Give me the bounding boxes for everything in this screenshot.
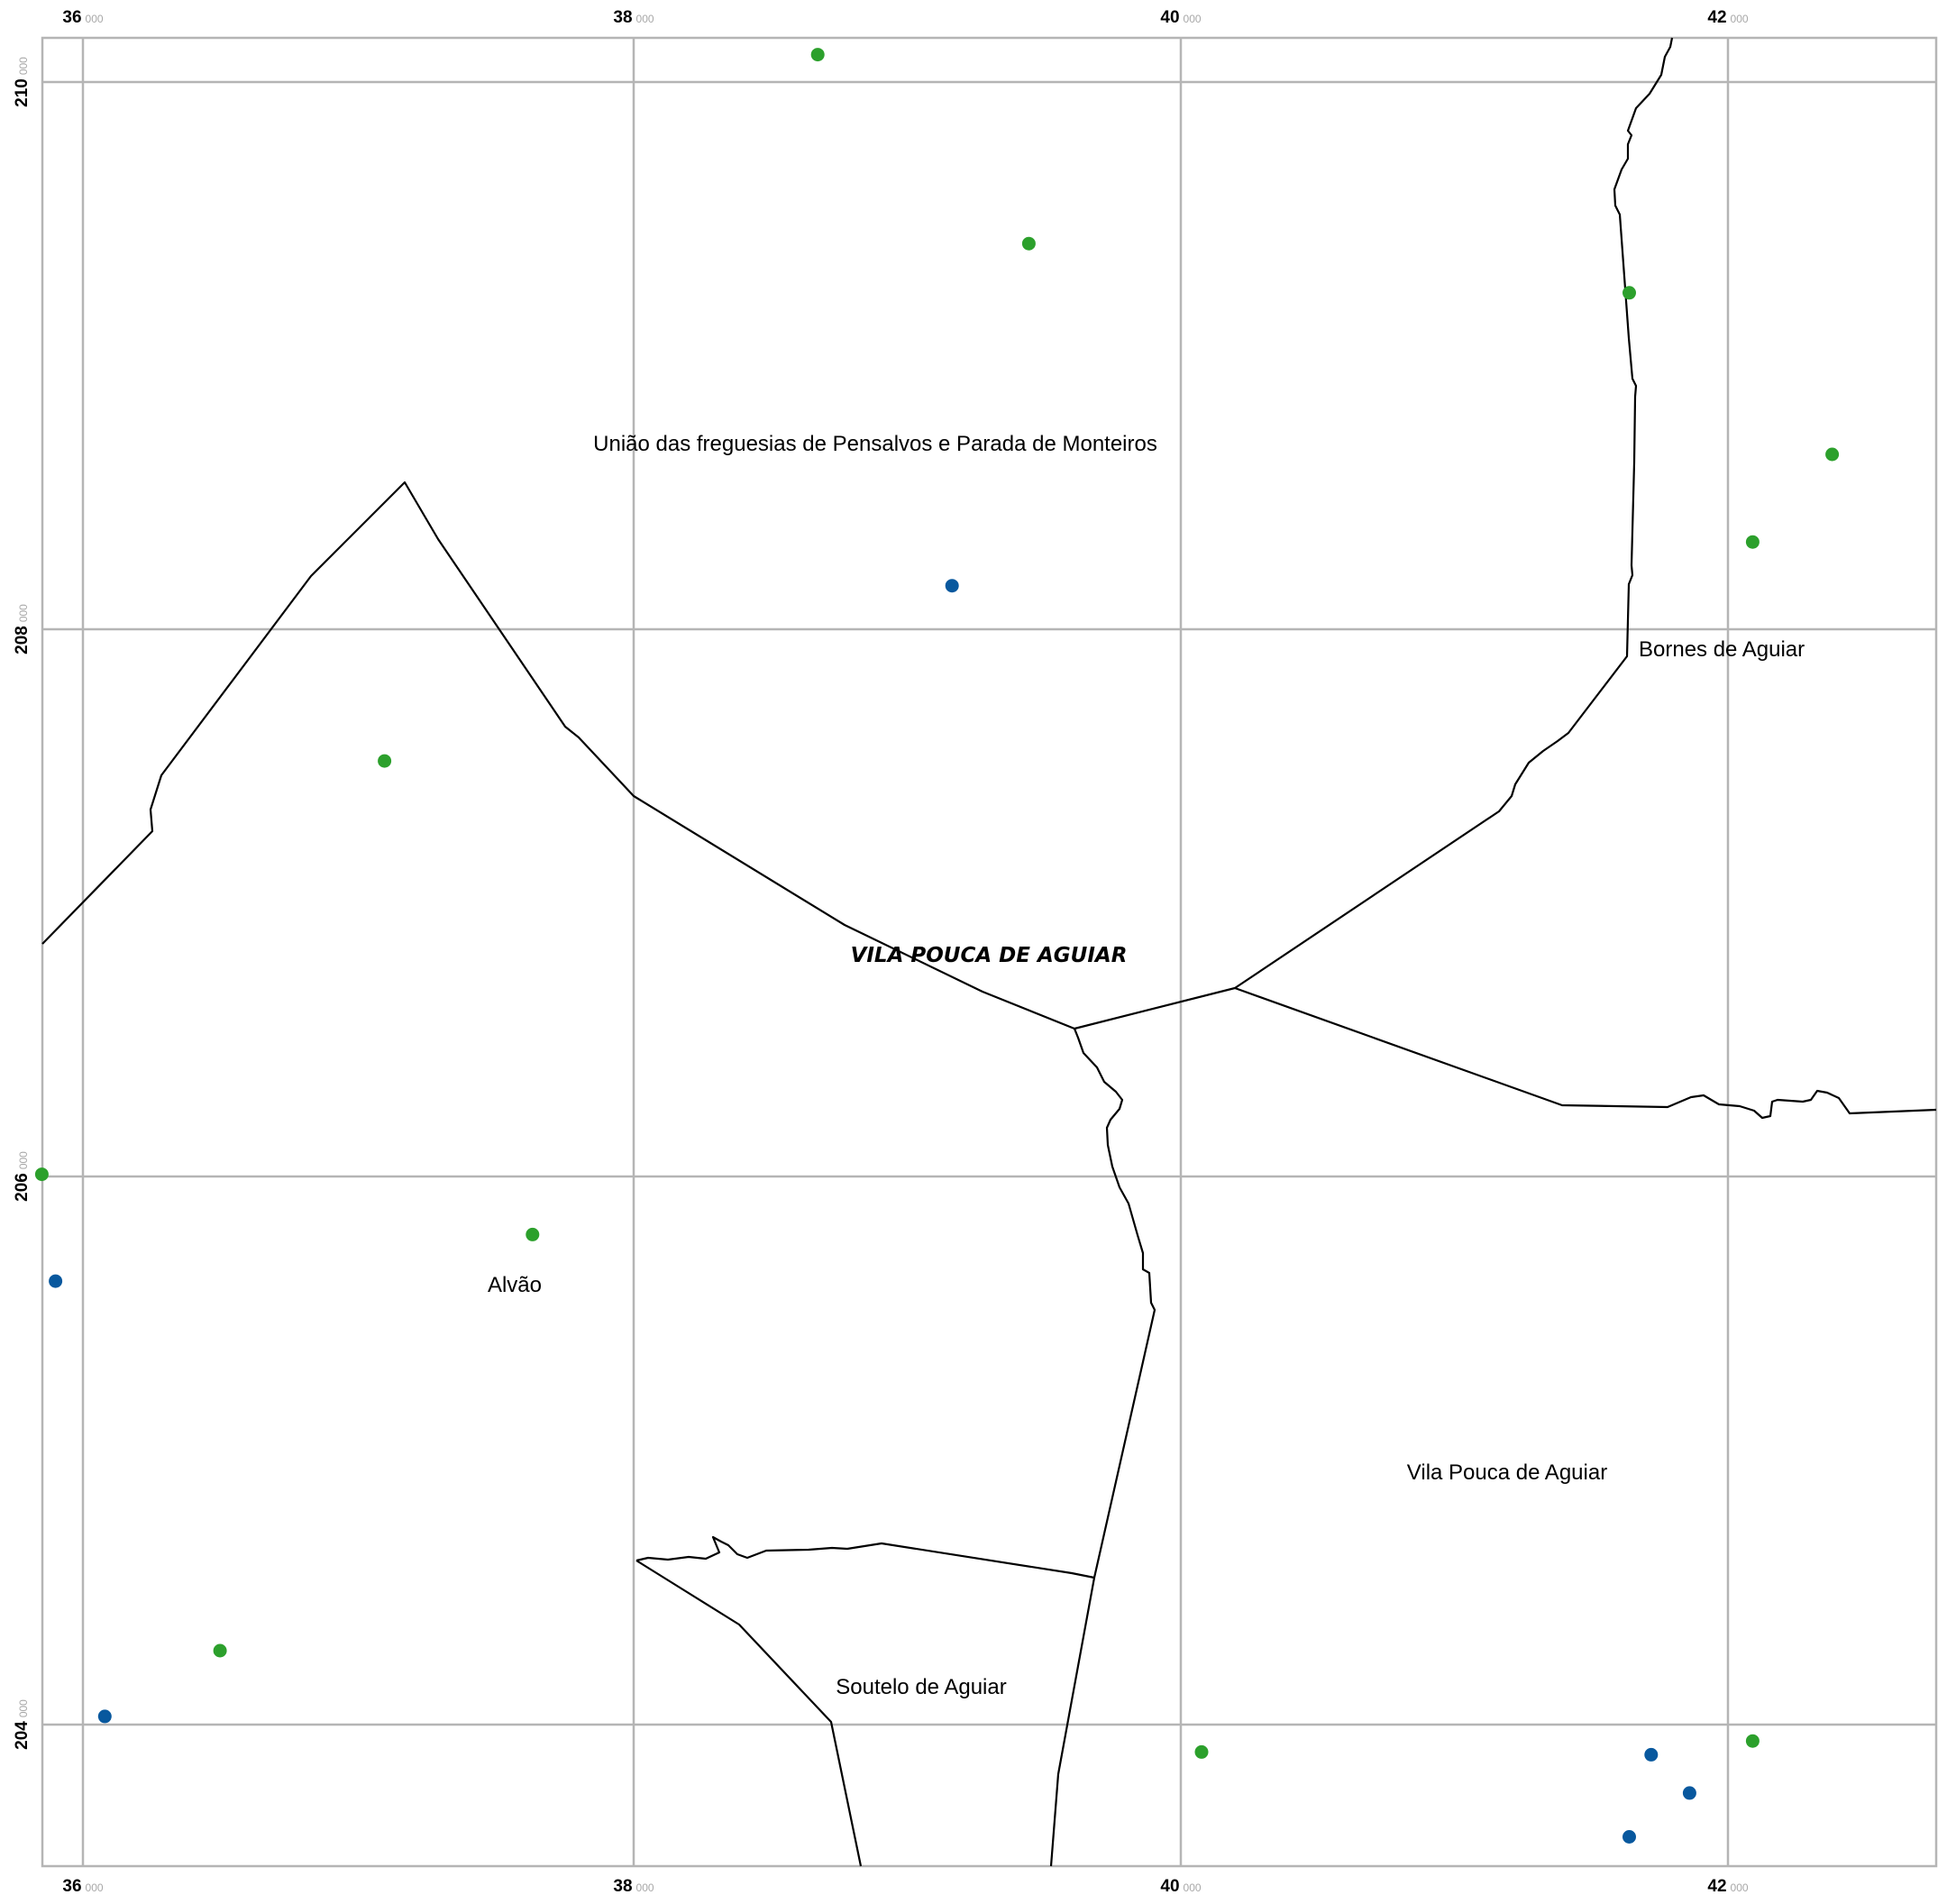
map-frame — [41, 36, 1938, 1868]
map-point-green-3 — [1622, 286, 1636, 300]
x-tick-bottom-40: 40 000 — [1160, 1877, 1201, 1896]
map-point-green-11 — [213, 1643, 227, 1658]
map-point-green-9 — [526, 1227, 540, 1241]
map-point-green-5 — [1745, 535, 1760, 549]
x-tick-top-36: 36 000 — [62, 8, 103, 27]
boundary-bornes-south — [1234, 986, 1937, 1120]
map-point-green-8 — [34, 1167, 49, 1182]
y-tick-206: 206000 — [13, 1151, 32, 1202]
x-axis-bottom: 36 000 38 000 40 000 42 000 — [62, 1877, 1748, 1896]
y-tick-210: 210000 — [13, 57, 32, 107]
map-point-blue-15 — [1644, 1747, 1659, 1762]
x-tick-top-38: 38 000 — [613, 8, 654, 27]
map-point-green-13 — [1194, 1744, 1209, 1759]
map-point-blue-6 — [945, 579, 959, 593]
parish-label-pensalvos: União das freguesias de Pensalvos e Para… — [593, 432, 1157, 456]
map-point-blue-10 — [49, 1274, 63, 1288]
map-point-blue-16 — [1682, 1786, 1696, 1800]
boundary-bornes-west — [1074, 37, 1674, 1030]
x-tick-top-40: 40 000 — [1160, 8, 1201, 27]
map-point-green-1 — [810, 48, 825, 62]
parish-boundaries — [41, 37, 1937, 1867]
parish-label-bornes: Bornes de Aguiar — [1639, 637, 1805, 662]
x-tick-bottom-36: 36 000 — [62, 1877, 103, 1896]
boundary-vila-pouca-west — [1049, 1028, 1156, 1867]
y-axis-left: 210000 208000 206000 204000 — [13, 57, 32, 1750]
x-tick-top-42: 42 000 — [1707, 8, 1748, 27]
x-axis-top: 36 000 38 000 40 000 42 000 — [62, 8, 1748, 27]
map-point-green-2 — [1021, 236, 1036, 251]
grid — [41, 36, 1938, 1868]
y-tick-204: 204000 — [13, 1699, 32, 1750]
parish-label-vila-pouca: Vila Pouca de Aguiar — [1407, 1460, 1607, 1485]
parish-label-soutelo: Soutelo de Aguiar — [836, 1675, 1006, 1699]
parish-label-alvao: Alvão — [488, 1273, 542, 1297]
map-point-green-14 — [1745, 1734, 1760, 1748]
y-tick-208: 208000 — [13, 604, 32, 654]
map-point-blue-17 — [1622, 1830, 1636, 1844]
municipality-label: VILA POUCA DE AGUIAR — [851, 944, 1128, 967]
x-tick-bottom-42: 42 000 — [1707, 1877, 1748, 1896]
map-point-blue-12 — [97, 1709, 112, 1724]
boundary-soutelo-west — [635, 1560, 863, 1867]
map-point-green-7 — [378, 754, 392, 768]
parish-labels: União das freguesias de Pensalvos e Para… — [488, 432, 1805, 1699]
points-layer — [34, 48, 1840, 1844]
x-tick-bottom-38: 38 000 — [613, 1877, 654, 1896]
boundary-soutelo-north — [635, 1535, 1095, 1579]
boundary-alvao-north — [41, 481, 1075, 1030]
map-point-green-4 — [1825, 447, 1840, 462]
